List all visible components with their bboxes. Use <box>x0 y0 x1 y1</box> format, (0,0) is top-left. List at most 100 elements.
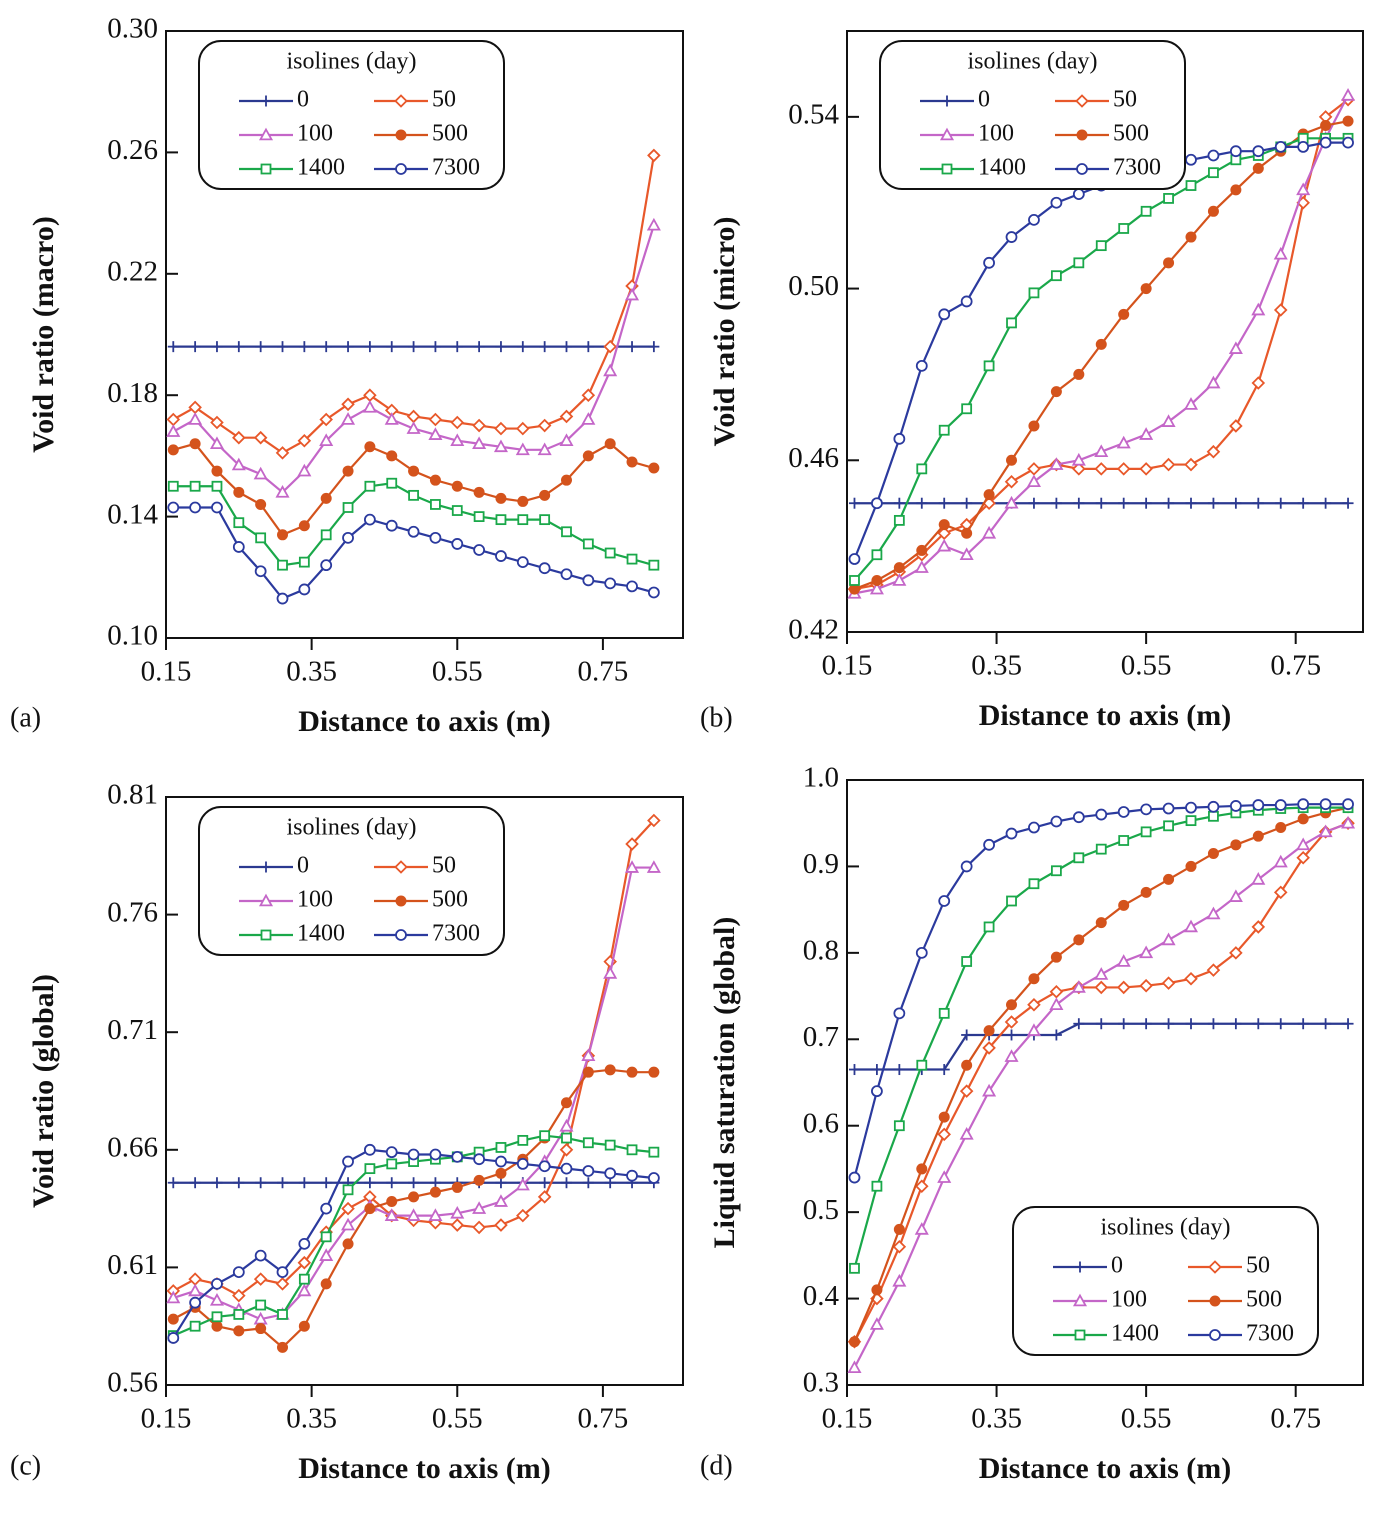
marker-part <box>1004 474 1019 489</box>
marker-part <box>341 397 355 412</box>
marker-part <box>277 1341 289 1353</box>
marker <box>603 339 617 354</box>
marker-part <box>1275 822 1287 834</box>
marker-part <box>516 1158 529 1170</box>
marker-part <box>914 560 929 573</box>
marker <box>516 1208 530 1223</box>
marker-part <box>582 574 595 587</box>
marker <box>189 480 201 492</box>
marker-part <box>472 1220 486 1235</box>
marker <box>255 498 267 510</box>
y-tick-label: 0.61 <box>107 1249 158 1281</box>
marker <box>1274 141 1287 153</box>
marker <box>342 502 354 513</box>
marker <box>495 1142 507 1153</box>
marker <box>648 1146 660 1158</box>
marker-part <box>254 565 267 578</box>
marker <box>408 341 420 353</box>
x-axis-label: Distance to axis (m) <box>979 699 1231 732</box>
marker-part <box>961 956 973 967</box>
marker <box>1342 136 1354 149</box>
marker-part <box>211 1311 223 1323</box>
marker-part <box>1004 1015 1019 1029</box>
marker-part <box>260 929 272 941</box>
marker-part <box>983 489 995 501</box>
marker-part <box>395 895 407 907</box>
marker <box>561 1132 572 1144</box>
marker-part <box>1319 798 1332 811</box>
y-tick-label: 1.0 <box>803 762 839 794</box>
marker <box>1140 886 1152 898</box>
marker <box>408 489 419 501</box>
marker <box>847 1360 862 1374</box>
plot-frame <box>846 779 1364 1386</box>
marker <box>916 1163 928 1175</box>
marker <box>915 359 928 372</box>
marker-part <box>1296 851 1310 865</box>
marker <box>341 1201 355 1216</box>
marker <box>451 1150 464 1163</box>
marker-part <box>1206 375 1221 389</box>
plot-frame <box>165 30 684 639</box>
marker-part <box>848 553 861 565</box>
marker <box>493 1194 508 1207</box>
marker <box>494 1218 508 1232</box>
y-tick-label: 0.30 <box>107 13 158 45</box>
marker-part <box>1207 800 1220 813</box>
marker-part <box>1118 835 1130 846</box>
legend-label: 500 <box>432 121 468 147</box>
marker-part <box>1139 978 1153 993</box>
marker <box>394 94 408 108</box>
marker-part <box>233 486 245 498</box>
marker-part <box>1095 843 1107 855</box>
marker <box>253 1272 268 1286</box>
marker <box>167 1332 180 1344</box>
marker <box>395 895 407 907</box>
marker-part <box>516 1208 530 1223</box>
marker <box>982 525 997 539</box>
marker <box>258 127 274 141</box>
marker <box>939 127 955 141</box>
marker <box>167 480 179 492</box>
marker-part <box>916 463 928 475</box>
legend-title: isolines (day) <box>1101 1215 1231 1241</box>
marker <box>1252 497 1264 509</box>
marker <box>277 529 289 541</box>
marker <box>983 489 995 501</box>
legend-label: 500 <box>1113 121 1149 147</box>
marker-part <box>166 1290 181 1304</box>
marker <box>255 1323 267 1335</box>
marker <box>1006 454 1018 466</box>
y-tick-label: 0.6 <box>803 1107 839 1139</box>
marker-part <box>406 409 421 424</box>
marker <box>869 1317 884 1330</box>
marker <box>1094 444 1109 458</box>
marker <box>1140 283 1152 295</box>
marker <box>1320 119 1332 131</box>
marker <box>1026 474 1041 488</box>
marker-part <box>648 1066 660 1078</box>
marker-part <box>1342 136 1354 149</box>
marker-part <box>298 1273 310 1285</box>
marker <box>626 1169 638 1182</box>
marker <box>386 1196 398 1208</box>
chart-panel: 0.56 0.61 0.66 0.71 0.76 0.81 0.15 0.35 0.55 0.75… <box>10 779 684 1485</box>
marker-part <box>1072 462 1086 476</box>
marker-part <box>560 568 573 581</box>
marker-part <box>1050 815 1063 828</box>
marker-part <box>211 1320 223 1332</box>
marker <box>1095 240 1107 252</box>
marker <box>1251 920 1266 934</box>
marker <box>188 1283 203 1297</box>
marker <box>1273 854 1288 868</box>
marker-part <box>384 1208 399 1221</box>
legend: isolines (day) 0 50 100 500 1400 7300 <box>198 40 505 190</box>
marker-part <box>1208 810 1219 822</box>
marker <box>1296 837 1311 851</box>
marker-part <box>1076 163 1088 175</box>
marker-part <box>559 433 574 447</box>
marker <box>1050 270 1062 282</box>
marker-part <box>893 1007 906 1020</box>
marker-part <box>341 1217 356 1231</box>
marker <box>1139 945 1154 959</box>
